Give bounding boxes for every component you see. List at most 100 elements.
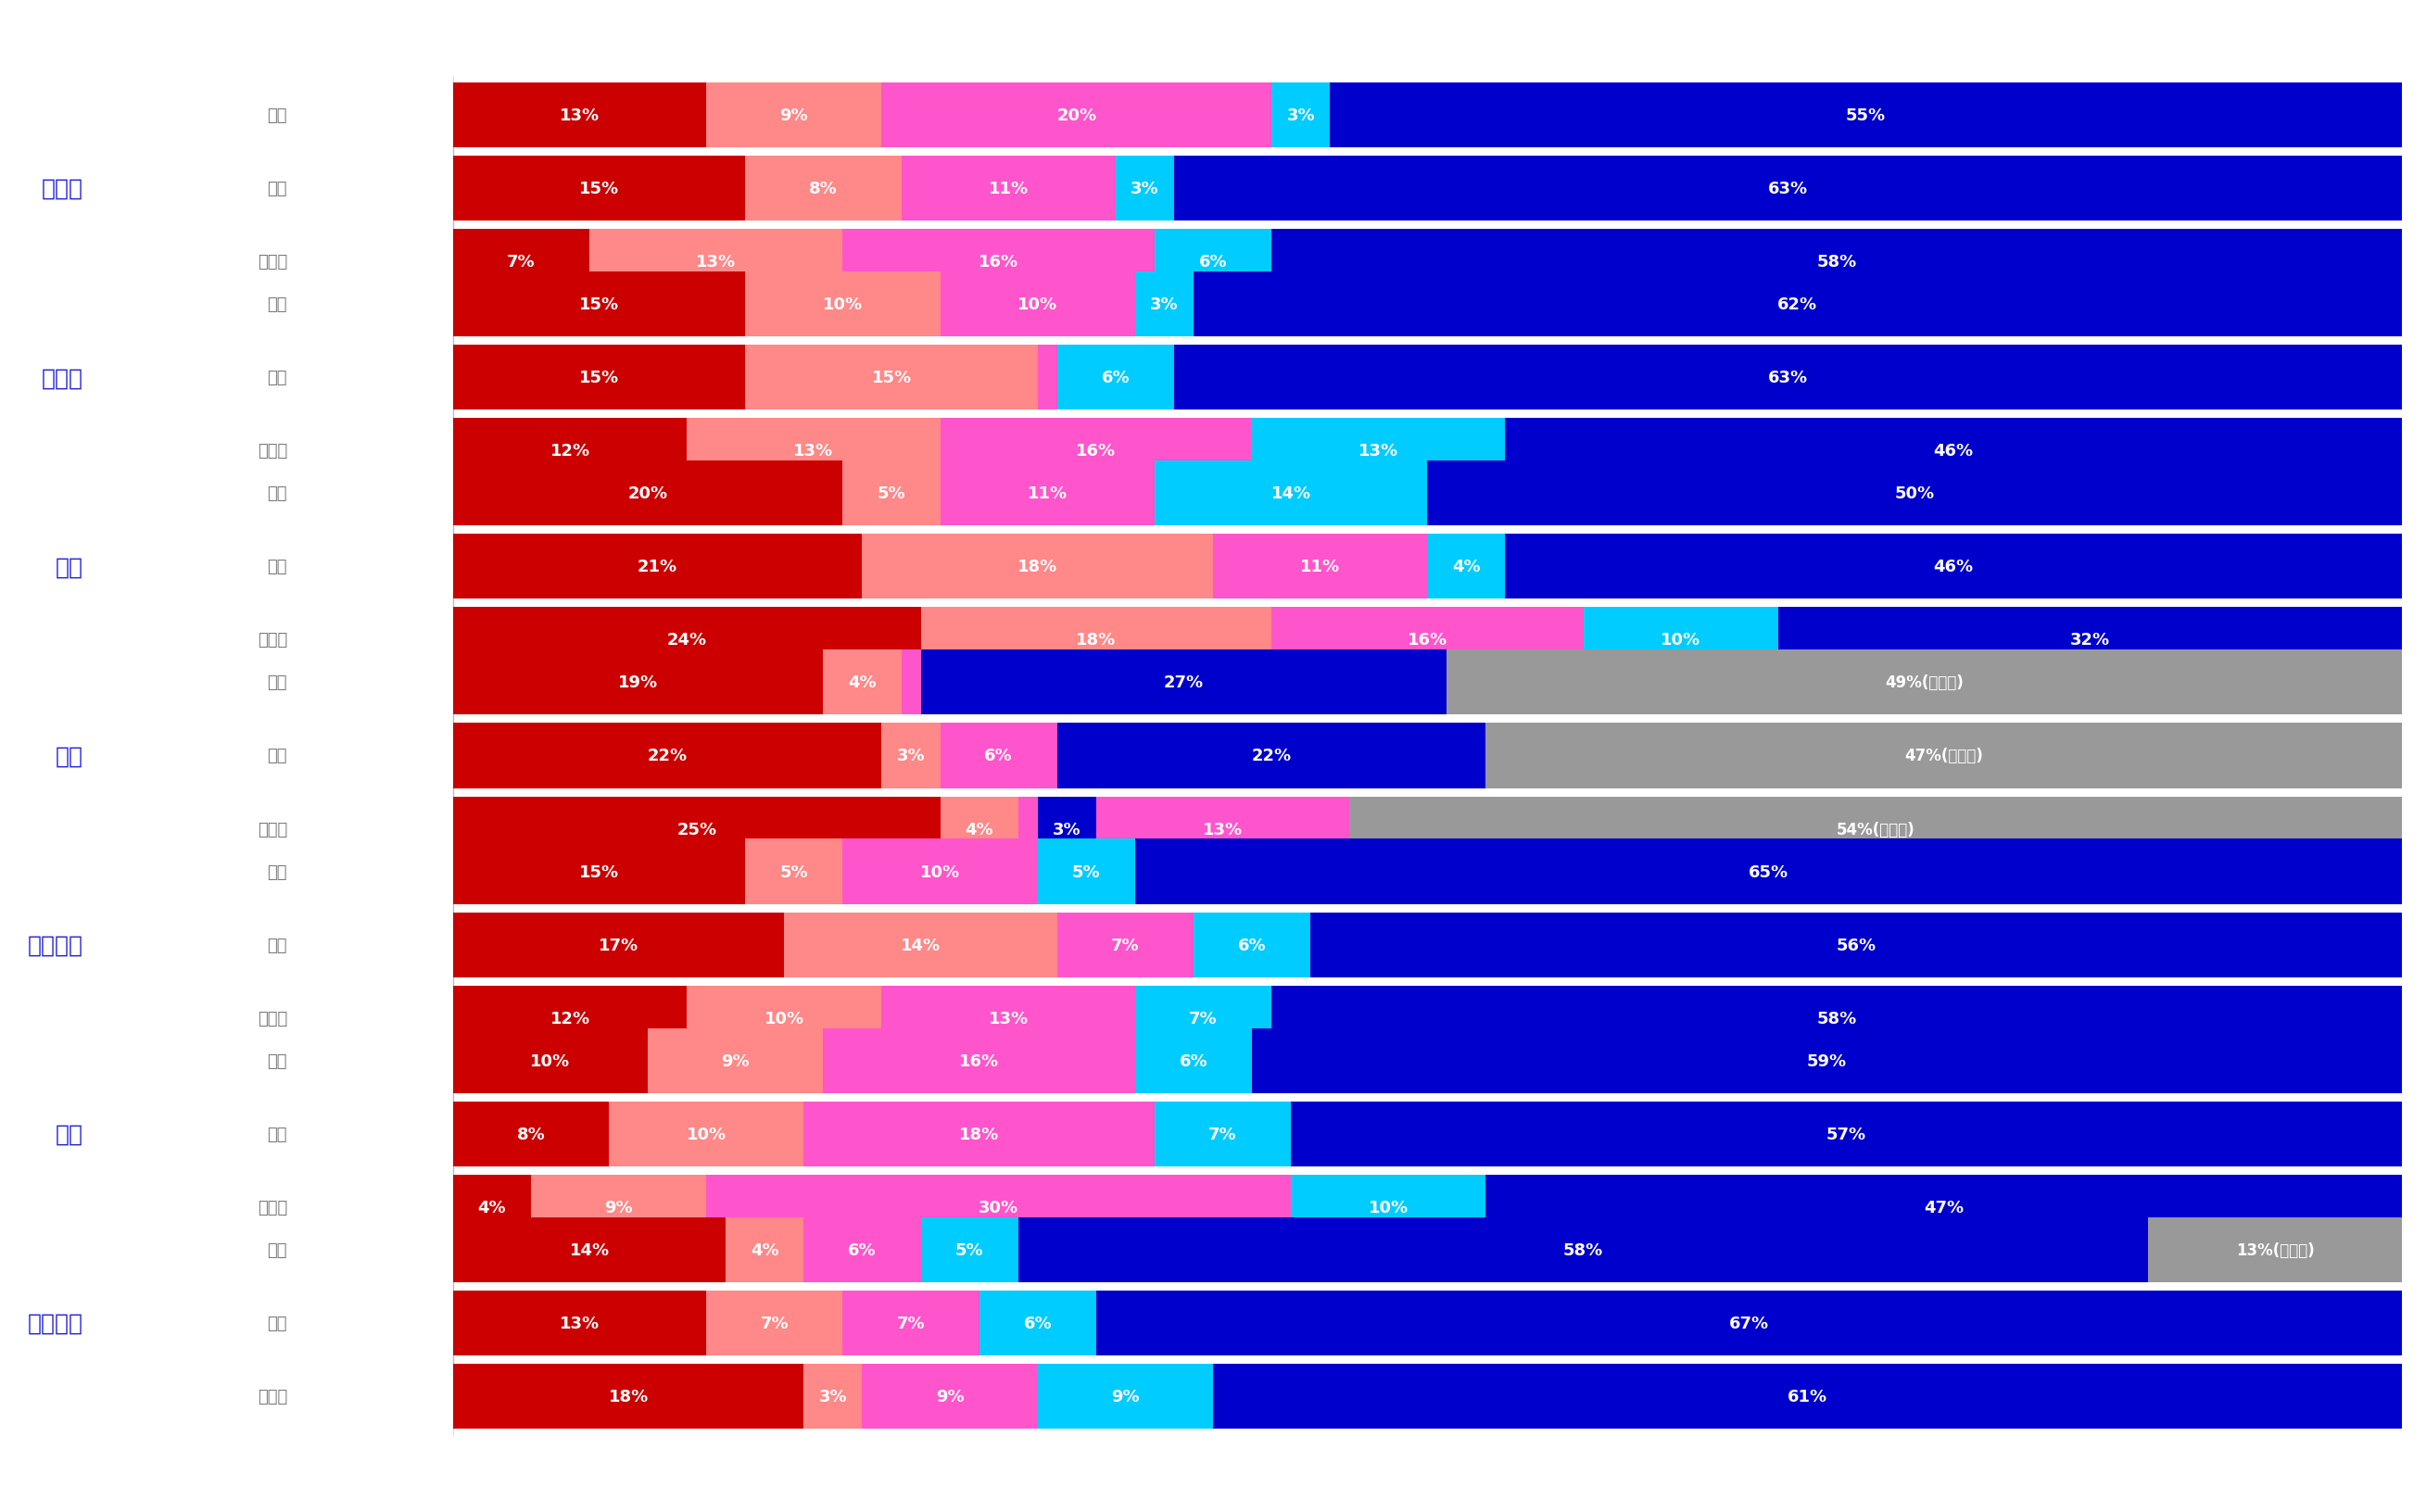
Bar	[1778, 608, 2402, 673]
Bar	[1038, 1364, 1213, 1429]
Text: 32%: 32%	[2069, 632, 2111, 649]
Text: 前回: 前回	[267, 369, 286, 386]
Text: 11%: 11%	[1026, 485, 1067, 502]
Bar	[687, 986, 881, 1051]
Text: 6%: 6%	[985, 747, 1012, 765]
Text: 15%: 15%	[871, 369, 912, 386]
Bar	[454, 797, 941, 862]
Bar	[745, 345, 1038, 410]
Text: 今回: 今回	[267, 863, 286, 880]
Text: 4%: 4%	[966, 821, 992, 838]
Bar	[1446, 650, 2402, 715]
Text: 10%: 10%	[1368, 1199, 1410, 1216]
Bar	[454, 83, 706, 148]
Bar	[922, 608, 1271, 673]
Text: 13%: 13%	[1203, 821, 1242, 838]
Text: 20%: 20%	[1058, 107, 1097, 124]
Text: 18%: 18%	[609, 1388, 648, 1405]
Text: 47%(非該当): 47%(非該当)	[1904, 747, 1982, 765]
Bar	[1155, 1102, 1291, 1167]
Text: 12%: 12%	[551, 1010, 590, 1027]
Text: 4%: 4%	[478, 1199, 507, 1216]
Bar	[1038, 797, 1097, 862]
Text: 16%: 16%	[1407, 632, 1448, 649]
Bar	[745, 272, 941, 337]
Bar	[881, 83, 1271, 148]
Text: 46%: 46%	[1934, 558, 1972, 575]
Bar	[1271, 230, 2402, 295]
Bar	[1135, 839, 2402, 904]
Bar	[1194, 272, 2402, 337]
Text: 22%: 22%	[648, 747, 687, 765]
Bar	[1116, 156, 1174, 221]
Text: 62%: 62%	[1778, 296, 1817, 313]
Bar	[941, 272, 1135, 337]
Bar	[861, 1364, 1038, 1429]
Text: 58%: 58%	[1817, 254, 1856, 271]
Bar	[1155, 461, 1426, 526]
Bar	[842, 230, 1155, 295]
Bar	[900, 156, 1116, 221]
Bar	[1485, 1175, 2402, 1240]
Text: 10%: 10%	[1662, 632, 1701, 649]
Text: 5%: 5%	[956, 1241, 983, 1258]
Text: 25%: 25%	[677, 821, 716, 838]
Text: 15%: 15%	[580, 180, 619, 197]
Bar	[1135, 272, 1194, 337]
Text: 19%: 19%	[619, 674, 657, 691]
Text: 8%: 8%	[517, 1126, 546, 1143]
Bar	[941, 797, 1019, 862]
Text: 17%: 17%	[599, 937, 638, 954]
Bar	[822, 1028, 1135, 1093]
Text: 57%: 57%	[1827, 1126, 1866, 1143]
Text: 6%: 6%	[849, 1241, 876, 1258]
Bar	[1504, 419, 2402, 484]
Text: 13%: 13%	[987, 1010, 1029, 1027]
Bar	[1349, 797, 2402, 862]
Bar	[941, 724, 1058, 788]
Bar	[454, 913, 784, 978]
Bar	[842, 839, 1038, 904]
Text: 9%: 9%	[721, 1052, 750, 1069]
Bar	[1174, 345, 2402, 410]
Text: 7%: 7%	[1111, 937, 1140, 954]
Text: 適正飲酒: 適正飲酒	[27, 1312, 82, 1334]
Bar	[1155, 230, 1271, 295]
Bar	[1252, 419, 1504, 484]
Bar	[1271, 608, 1584, 673]
Text: 6%: 6%	[1101, 369, 1131, 386]
Text: 前々回: 前々回	[257, 1199, 286, 1216]
Bar	[454, 608, 922, 673]
Text: 食生活: 食生活	[41, 367, 82, 389]
Bar	[803, 1102, 1155, 1167]
Text: 睡眠: 睡眠	[56, 1123, 82, 1145]
Text: 前回: 前回	[267, 1315, 286, 1332]
Text: 今回: 今回	[267, 674, 286, 691]
Bar	[803, 1217, 922, 1282]
Text: 16%: 16%	[978, 254, 1019, 271]
Bar	[454, 345, 745, 410]
Bar	[1291, 1175, 1485, 1240]
Text: 14%: 14%	[900, 937, 941, 954]
Text: 前回: 前回	[267, 937, 286, 954]
Bar	[1504, 534, 2402, 599]
Bar	[745, 156, 900, 221]
Bar	[1038, 345, 1058, 410]
Text: 今回: 今回	[267, 296, 286, 313]
Text: 15%: 15%	[580, 863, 619, 880]
Bar	[2149, 1217, 2402, 1282]
Text: 63%: 63%	[1769, 180, 1807, 197]
Text: 前々回: 前々回	[257, 1388, 286, 1405]
Text: 50%: 50%	[1895, 485, 1934, 502]
Text: 前回: 前回	[267, 180, 286, 197]
Text: 46%: 46%	[1934, 443, 1972, 460]
Bar	[1213, 1364, 2402, 1429]
Text: 11%: 11%	[1300, 558, 1339, 575]
Bar	[1058, 345, 1174, 410]
Bar	[454, 724, 881, 788]
Bar	[454, 839, 745, 904]
Bar	[881, 986, 1135, 1051]
Text: 7%: 7%	[1189, 1010, 1218, 1027]
Text: 9%: 9%	[936, 1388, 963, 1405]
Text: 5%: 5%	[878, 485, 905, 502]
